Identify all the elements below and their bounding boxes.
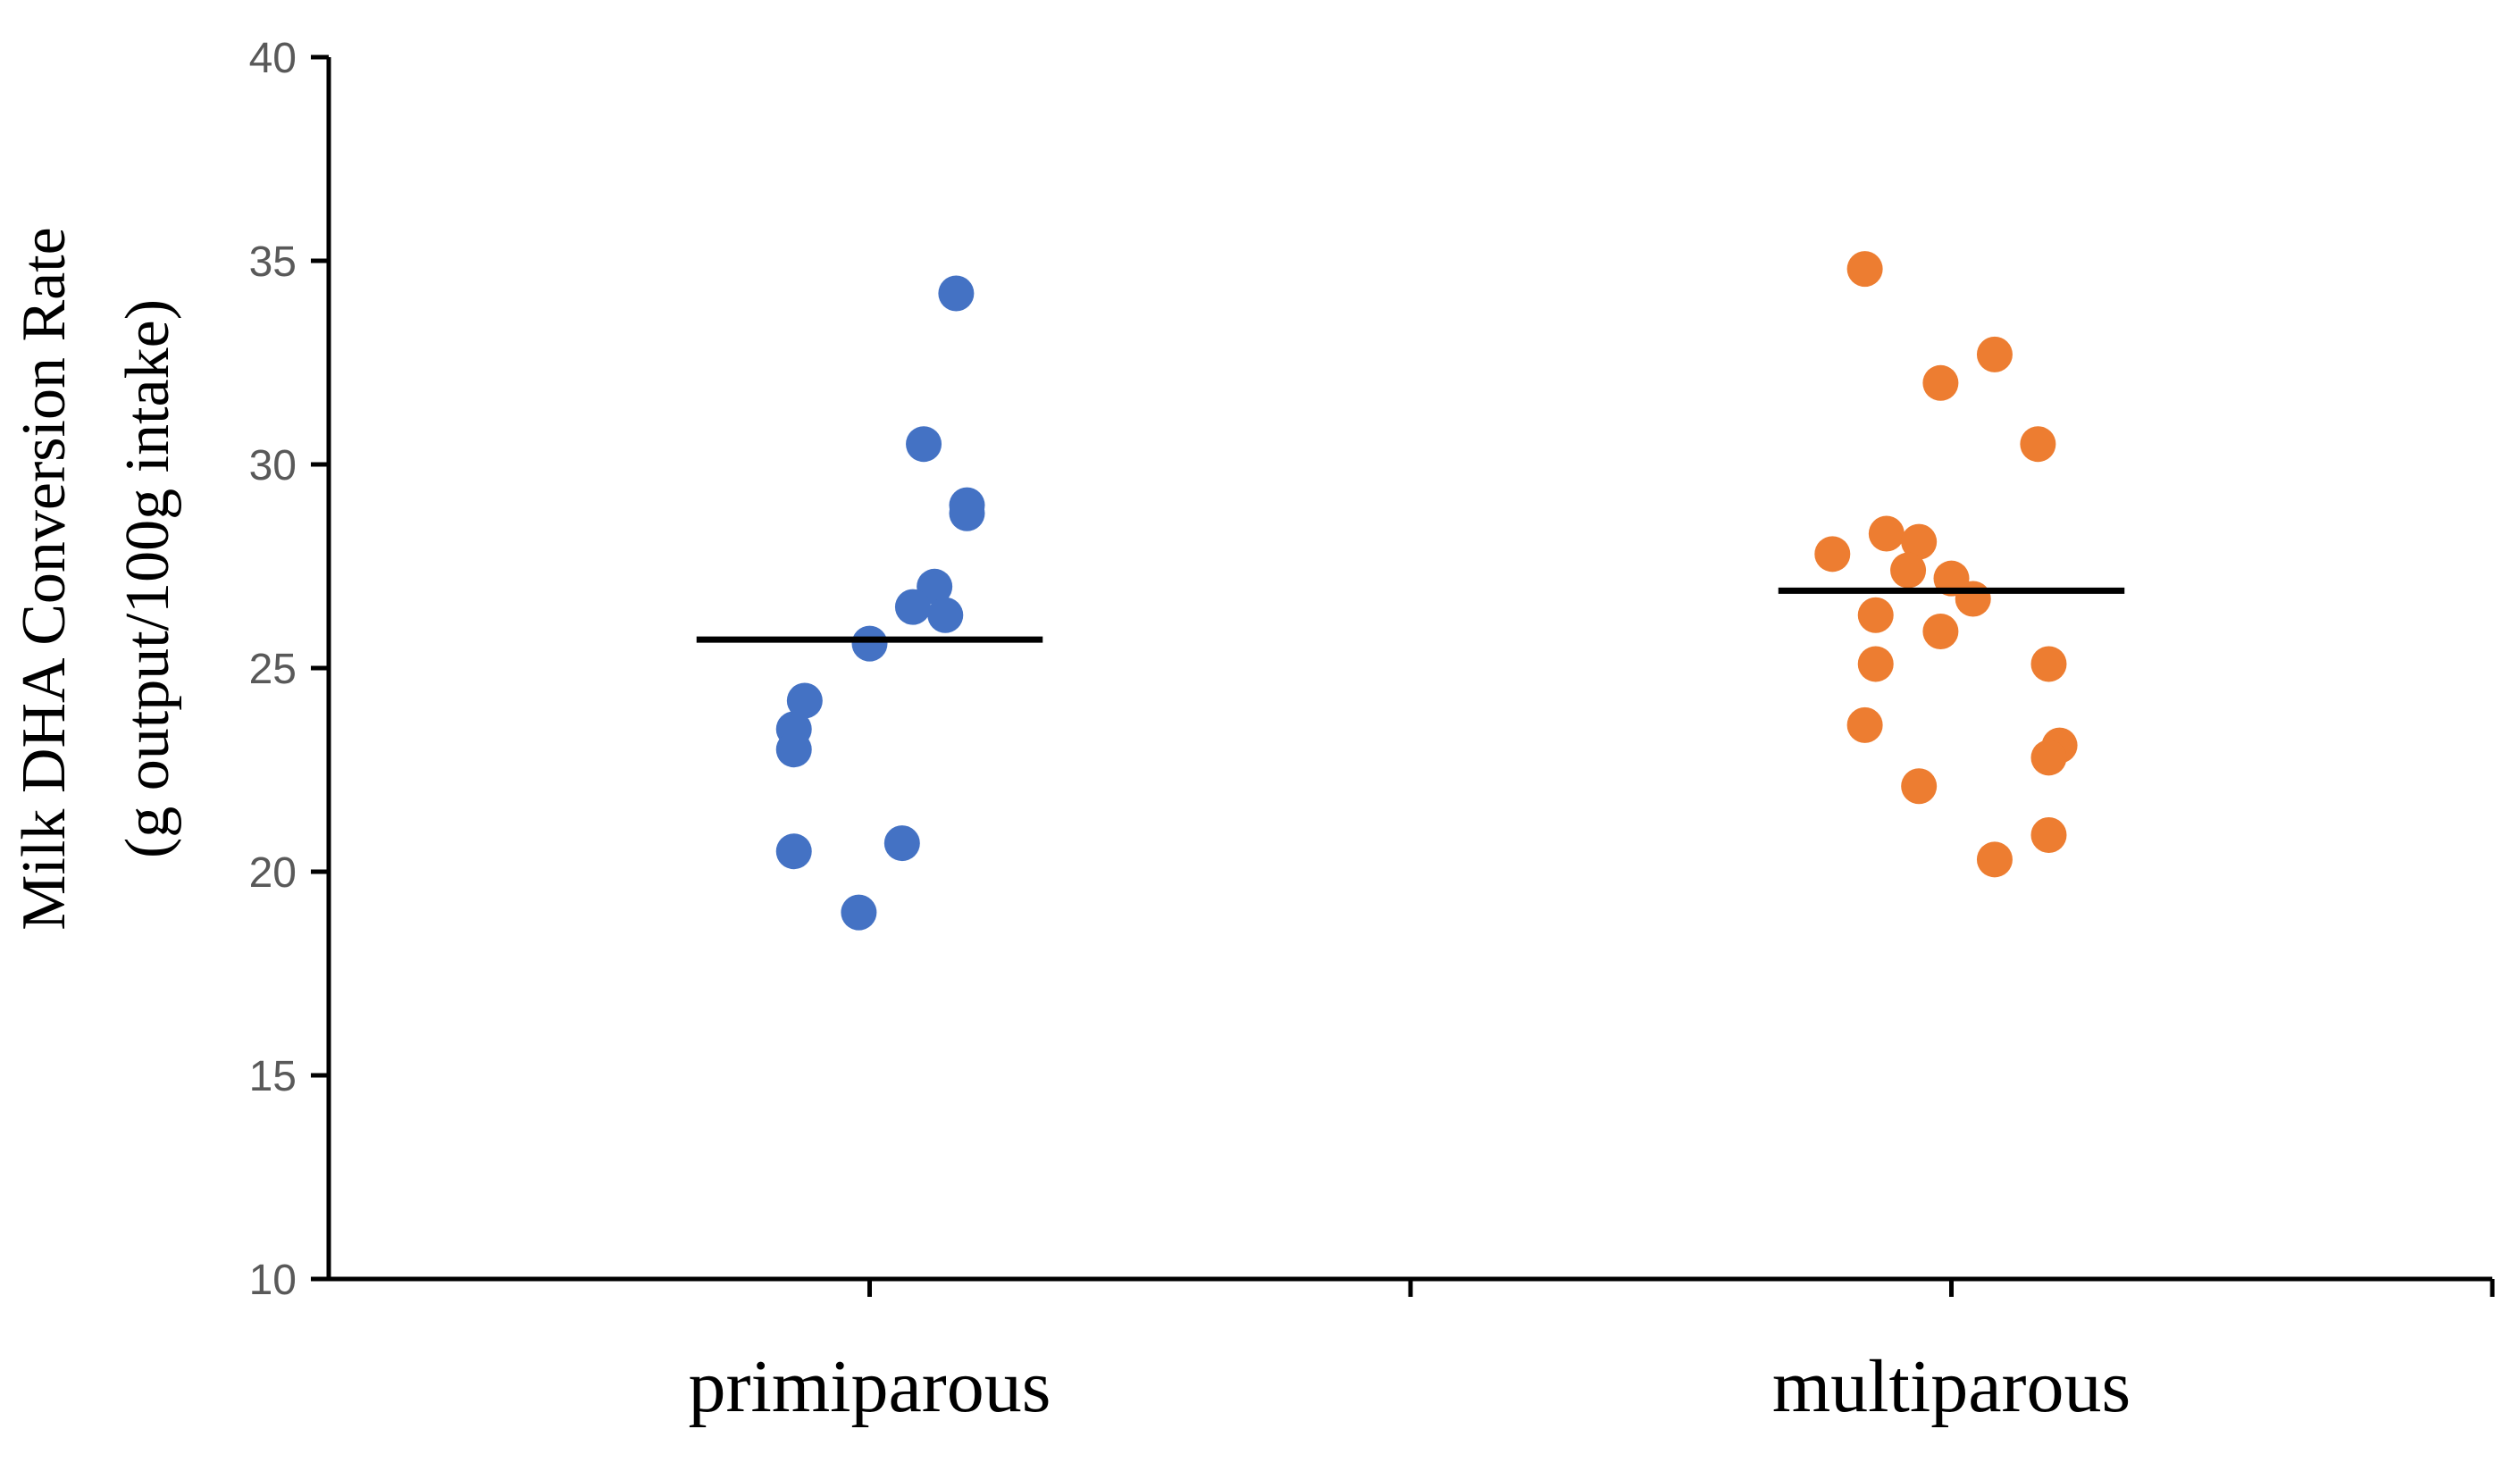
y-axis-title-line-1: Milk DHA Conversion Rate bbox=[10, 227, 79, 930]
y-axis-ticks: 10 15 20 25 30 35 40 bbox=[249, 35, 329, 1304]
y-tick-label: 30 bbox=[249, 442, 297, 489]
data-point-multiparous bbox=[1814, 536, 1851, 573]
data-point-multiparous bbox=[1857, 646, 1894, 682]
y-tick-label: 35 bbox=[249, 238, 297, 286]
data-point-multiparous bbox=[1901, 768, 1938, 805]
y-tick-label: 25 bbox=[249, 646, 297, 693]
y-tick-label: 40 bbox=[249, 35, 297, 82]
y-axis-title: Milk DHA Conversion Rate (g output/100g … bbox=[10, 227, 182, 930]
data-point-multiparous bbox=[2030, 816, 2067, 853]
data-point-multiparous bbox=[1846, 251, 1883, 288]
data-point-multiparous bbox=[1901, 523, 1938, 560]
category-label-primiparous: primiparous bbox=[689, 1345, 1051, 1428]
data-point-primiparous bbox=[786, 682, 823, 719]
category-label-multiparous: multiparous bbox=[1772, 1345, 2131, 1428]
data-point-primiparous bbox=[775, 833, 812, 870]
data-point-primiparous bbox=[927, 597, 964, 633]
data-point-multiparous bbox=[2030, 646, 2067, 682]
data-point-primiparous bbox=[938, 275, 975, 312]
data-point-multiparous bbox=[1890, 552, 1927, 589]
data-point-primiparous bbox=[851, 625, 888, 662]
data-point-multiparous bbox=[1976, 841, 2013, 878]
data-point-multiparous bbox=[1976, 336, 2013, 372]
data-point-primiparous bbox=[906, 426, 942, 463]
data-point-multiparous bbox=[1846, 706, 1883, 743]
data-point-primiparous bbox=[949, 495, 985, 531]
data-point-primiparous bbox=[894, 589, 931, 625]
data-point-multiparous bbox=[1922, 364, 1959, 401]
data-point-multiparous bbox=[1955, 581, 1991, 617]
y-axis-title-line-2: (g output/100g intake) bbox=[113, 299, 182, 858]
data-points bbox=[775, 251, 2078, 931]
data-point-primiparous bbox=[883, 825, 920, 862]
data-point-primiparous bbox=[775, 731, 812, 768]
data-point-primiparous bbox=[841, 894, 877, 931]
x-axis-ticks: primiparous multiparous bbox=[689, 1279, 2495, 1428]
mean-lines bbox=[696, 587, 2125, 643]
y-tick-label: 15 bbox=[249, 1053, 297, 1100]
data-point-multiparous bbox=[1868, 515, 1905, 552]
data-point-multiparous bbox=[2020, 426, 2056, 463]
y-tick-label: 20 bbox=[249, 849, 297, 897]
data-point-multiparous bbox=[2030, 740, 2067, 776]
data-point-multiparous bbox=[1857, 597, 1894, 633]
axes bbox=[326, 57, 2492, 1282]
y-tick-label: 10 bbox=[249, 1257, 297, 1304]
data-point-multiparous bbox=[1922, 613, 1959, 649]
